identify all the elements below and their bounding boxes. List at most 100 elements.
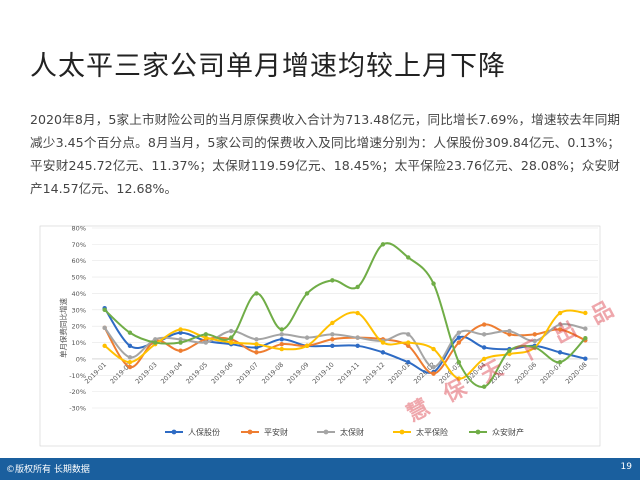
y-tick-label: -20% <box>69 388 86 396</box>
data-point <box>557 359 563 365</box>
data-point <box>254 341 259 347</box>
legend-label: 平安财 <box>264 427 288 437</box>
y-tick-labels: -30% -20% -10% 0% 10% 20% 30% 40% 50% 60% 70% 80% <box>69 225 86 413</box>
data-point <box>481 345 487 350</box>
data-point <box>406 343 411 349</box>
legend-item: 平安财 <box>241 427 288 437</box>
data-point <box>279 327 284 332</box>
data-point <box>102 325 107 331</box>
data-point <box>178 330 183 335</box>
data-point <box>279 341 284 347</box>
legend-swatch-dot <box>323 429 329 435</box>
data-point <box>583 326 588 331</box>
data-point <box>557 327 563 332</box>
slide-title: 人太平三家公司单月增速均较上月下降 <box>30 51 506 82</box>
x-tick-label: 2020-01 <box>387 361 412 386</box>
legend-swatch-dot <box>399 429 405 435</box>
chart-frame <box>39 225 601 447</box>
data-point <box>456 335 462 340</box>
y-tick-label: 40% <box>72 290 86 298</box>
data-point <box>102 343 107 349</box>
data-point <box>203 340 209 345</box>
data-point <box>304 335 310 340</box>
y-tick-label: 80% <box>72 225 86 233</box>
data-point <box>481 332 487 337</box>
data-point <box>456 359 462 365</box>
data-point <box>127 364 133 370</box>
data-point <box>583 335 588 341</box>
data-point <box>178 340 183 345</box>
data-point <box>203 332 209 337</box>
data-point <box>481 356 487 362</box>
x-tick-label: 2019-10 <box>311 361 336 386</box>
page-number: 19 <box>620 462 632 472</box>
x-tick-label: 2020-08 <box>564 361 589 386</box>
data-point <box>456 340 462 345</box>
data-point <box>330 337 335 342</box>
data-point <box>127 330 133 335</box>
legend-item: 太保财 <box>317 427 364 437</box>
data-point <box>330 343 335 349</box>
data-point <box>254 345 259 350</box>
x-tick-label: 2019-08 <box>260 361 285 386</box>
data-point <box>406 332 411 337</box>
legend-label: 众安财产 <box>492 427 524 437</box>
legend-swatch-dot <box>247 429 253 435</box>
data-point <box>178 348 183 353</box>
chart-svg: -30% -20% -10% 0% 10% 20% 30% 40% 50% 60% 70% 80% 2… <box>39 225 601 447</box>
data-point <box>102 307 107 313</box>
data-point <box>330 320 335 326</box>
data-point <box>228 335 234 340</box>
data-point <box>254 291 259 296</box>
data-point <box>127 343 133 349</box>
data-point <box>532 338 537 344</box>
data-point <box>153 340 158 345</box>
data-point <box>304 291 310 296</box>
data-point <box>178 327 183 332</box>
data-point <box>279 346 284 352</box>
data-point <box>228 328 234 334</box>
data-point <box>279 337 284 342</box>
legend-label: 人保股份 <box>188 427 220 437</box>
legend-item: 人保股份 <box>165 427 220 437</box>
x-tick-label: 2019-05 <box>184 361 209 386</box>
data-point <box>532 345 537 350</box>
y-tick-label: 10% <box>72 339 86 347</box>
legend-item: 众安财产 <box>469 427 524 437</box>
x-tick-label: 2019-07 <box>235 361 260 386</box>
data-point <box>127 355 133 360</box>
x-tick-label: 2019-09 <box>286 361 311 386</box>
data-point <box>532 332 537 337</box>
data-point <box>507 328 512 334</box>
y-tick-label: 50% <box>72 274 86 282</box>
data-point <box>481 322 487 327</box>
data-point <box>456 330 462 335</box>
data-point <box>330 332 335 337</box>
series-2 <box>102 322 588 376</box>
y-axis-label: 单月保费同比增速 <box>58 298 68 358</box>
data-point <box>279 332 284 337</box>
x-tick-label: 2019-11 <box>336 361 361 386</box>
data-point <box>254 350 259 355</box>
legend-label: 太保财 <box>340 427 364 437</box>
y-tick-label: -10% <box>69 372 86 380</box>
data-point <box>557 310 563 316</box>
series-lines <box>102 242 588 389</box>
data-point <box>406 359 411 365</box>
data-point <box>481 384 487 389</box>
y-tick-label: 30% <box>72 306 86 314</box>
data-point <box>178 337 183 342</box>
x-tick-label: 2019-02 <box>108 361 133 386</box>
data-point <box>557 322 563 327</box>
data-point <box>583 310 588 316</box>
data-point <box>330 278 335 283</box>
x-tick-label: 2019-04 <box>159 361 184 386</box>
y-tick-label: -30% <box>69 405 86 413</box>
data-point <box>203 335 209 340</box>
legend-item: 太平保险 <box>393 427 448 437</box>
data-point <box>583 356 588 361</box>
growth-line-chart: -30% -20% -10% 0% 10% 20% 30% 40% 50% 60% 70% 80% 2… <box>0 218 640 448</box>
data-point <box>127 359 133 365</box>
data-point <box>355 343 360 349</box>
data-point <box>431 346 436 352</box>
